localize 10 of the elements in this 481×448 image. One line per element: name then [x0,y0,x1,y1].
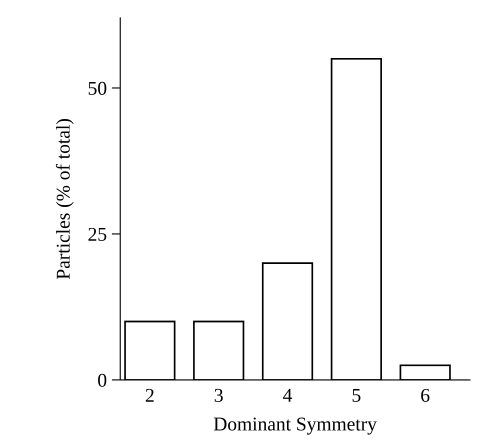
x-tick-label: 3 [214,388,223,402]
x-tick-label: 2 [146,388,154,402]
x-tick-label: 6 [421,388,430,402]
y-tick-label: 50 [88,82,106,95]
x-tick-label: 5 [352,388,360,402]
x-tick-label: 4 [283,388,292,402]
y-tick-label: 25 [88,228,106,241]
y-tick-label: 0 [98,374,106,387]
x-axis-title: Dominant Symmetry [214,418,377,435]
y-axis-title: Particles (% of total) [56,119,74,280]
